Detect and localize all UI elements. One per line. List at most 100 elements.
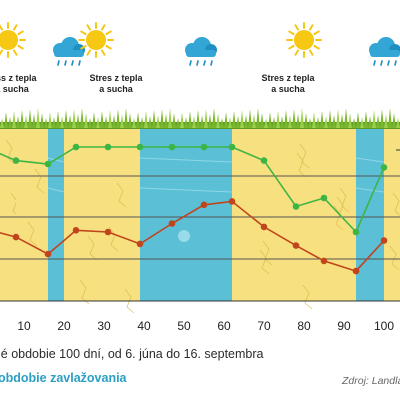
series-2-point bbox=[12, 233, 20, 241]
soil-crack bbox=[5, 139, 16, 165]
series-2-point bbox=[260, 223, 268, 231]
series-2-point bbox=[168, 220, 176, 227]
x-tick-label: 40 bbox=[137, 319, 151, 333]
x-tick-label: 80 bbox=[297, 319, 311, 333]
sun-ray bbox=[17, 45, 24, 50]
grass-blade bbox=[140, 117, 144, 128]
grass-blade bbox=[316, 117, 320, 128]
soil-crack bbox=[392, 192, 400, 216]
sun-ray bbox=[80, 30, 87, 35]
grass-blade bbox=[308, 118, 312, 128]
sun-icon bbox=[286, 22, 322, 58]
grass-blade bbox=[288, 115, 292, 128]
grass-blade bbox=[264, 118, 268, 128]
grass-blade bbox=[212, 108, 216, 128]
stress-label: Stres z tepla a sucha bbox=[248, 73, 328, 95]
rain-drop bbox=[373, 60, 376, 66]
grass-blade bbox=[52, 117, 56, 128]
grass-blade bbox=[392, 113, 396, 128]
grass-blade bbox=[152, 110, 156, 128]
grass-blade bbox=[336, 109, 340, 128]
sun-disc bbox=[294, 30, 314, 50]
grass-blade bbox=[128, 113, 132, 128]
rain-drop bbox=[203, 60, 206, 66]
irrigation-legend-label: obdobie zavlažovania bbox=[0, 371, 127, 385]
weather-icons bbox=[0, 22, 400, 66]
grass-blade bbox=[68, 115, 72, 128]
sun-icon bbox=[0, 22, 26, 58]
stress-label-line: a sucha bbox=[271, 84, 305, 94]
grass-blade bbox=[144, 111, 148, 128]
stress-label-line: ress z tepla bbox=[0, 73, 37, 83]
stress-label-line: a sucha bbox=[0, 84, 29, 94]
grass-blade bbox=[104, 116, 108, 128]
stress-label-line: Stres z tepla bbox=[261, 73, 315, 83]
grass-blade bbox=[80, 108, 84, 128]
soil-crack bbox=[116, 182, 127, 208]
grass-blade bbox=[236, 116, 240, 128]
grass-blade bbox=[24, 115, 28, 128]
grass-blade bbox=[228, 117, 232, 128]
sun-ray bbox=[80, 45, 87, 50]
irrigation-zone bbox=[48, 128, 64, 301]
grass-blade bbox=[164, 114, 168, 128]
sun-ray bbox=[86, 49, 91, 56]
dry-zone bbox=[232, 128, 356, 301]
grass-blade bbox=[340, 114, 344, 128]
grass-blade bbox=[368, 116, 372, 128]
series-2-line bbox=[0, 200, 385, 273]
grass-blade bbox=[328, 110, 332, 128]
soil-crack bbox=[124, 288, 135, 314]
grass-blade bbox=[276, 111, 280, 128]
grass-blade bbox=[268, 112, 272, 128]
grass-blade bbox=[132, 118, 136, 128]
grass-blade bbox=[200, 115, 204, 128]
series-1-point bbox=[352, 228, 360, 236]
soil-crack bbox=[27, 221, 38, 247]
grass-blade bbox=[172, 113, 176, 128]
stress-label: Stres z tepla a sucha bbox=[76, 73, 156, 95]
sun-disc bbox=[86, 30, 106, 50]
grass-blade bbox=[284, 110, 288, 128]
series-2-point bbox=[44, 250, 52, 258]
series-2-point bbox=[352, 267, 360, 275]
grass-blade bbox=[92, 112, 96, 128]
cloud-base bbox=[54, 50, 84, 57]
soil-crack bbox=[259, 249, 270, 275]
series-2-point bbox=[228, 198, 236, 205]
rain-drop bbox=[71, 60, 74, 66]
grass-blade bbox=[116, 109, 120, 128]
series-1-point bbox=[72, 143, 80, 151]
sun-ray bbox=[0, 49, 3, 56]
grass-base bbox=[0, 122, 400, 129]
soil-crack bbox=[333, 205, 344, 231]
grass-blade bbox=[272, 117, 276, 128]
grass-blade bbox=[20, 110, 24, 128]
series-1-point bbox=[168, 143, 176, 151]
series-1-point bbox=[44, 160, 52, 168]
rain-drop bbox=[196, 60, 199, 66]
series-2-point bbox=[320, 257, 328, 265]
grass-blade bbox=[12, 111, 16, 128]
grass-blade bbox=[0, 118, 4, 128]
water-ripple bbox=[355, 157, 385, 163]
grass-blade bbox=[124, 108, 128, 128]
grass-blade bbox=[312, 112, 316, 128]
irrigation-zone bbox=[356, 128, 384, 301]
dry-zone bbox=[384, 128, 400, 301]
rain-drop bbox=[210, 60, 213, 66]
grass-blade bbox=[56, 111, 60, 128]
grass-blade bbox=[64, 110, 68, 128]
rain-drop bbox=[394, 60, 397, 66]
x-tick-label: 60 bbox=[217, 319, 231, 333]
series-2-point bbox=[72, 227, 80, 234]
series-1-point bbox=[12, 157, 20, 164]
water-ripple bbox=[139, 187, 233, 193]
grass-blade bbox=[360, 117, 364, 128]
stress-label-line: a sucha bbox=[99, 84, 133, 94]
sun-ray bbox=[313, 45, 320, 50]
sun-ray bbox=[13, 49, 18, 56]
dry-zone bbox=[64, 128, 140, 301]
series-1-point bbox=[228, 143, 236, 151]
rain-drop bbox=[189, 60, 192, 66]
